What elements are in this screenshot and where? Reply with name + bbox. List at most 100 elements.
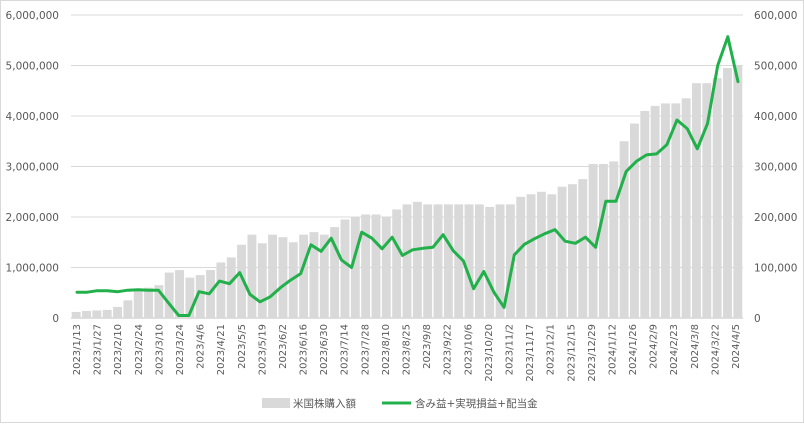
bar — [226, 257, 236, 318]
x-tick-label: 2023/6/2 — [278, 324, 289, 369]
bar — [71, 311, 81, 318]
bar — [185, 277, 195, 318]
x-tick-label: 2023/6/16 — [299, 324, 310, 375]
x-tick-label: 2024/4/5 — [731, 324, 742, 369]
bar — [536, 191, 546, 318]
bar — [102, 309, 112, 318]
bar — [412, 201, 422, 318]
bar — [516, 196, 526, 318]
bar — [650, 105, 660, 319]
bar — [309, 232, 319, 318]
bar — [692, 83, 701, 318]
x-tick-label: 2023/12/15 — [566, 324, 577, 382]
bar — [247, 234, 257, 318]
bar — [681, 98, 691, 318]
bar — [671, 103, 681, 318]
x-tick-label: 2023/8/25 — [402, 324, 413, 375]
right-axis: 0 100,000 200,000 300,000 400,000 500,000 600,… — [754, 10, 797, 325]
right-tick-label: 500,000 — [754, 61, 797, 73]
x-tick-label: 2023/12/1 — [546, 324, 557, 375]
bar — [433, 204, 443, 318]
x-tick-label: 2024/3/22 — [710, 324, 721, 375]
bar — [567, 184, 577, 318]
x-tick-label: 2024/3/8 — [690, 324, 701, 369]
bar — [619, 141, 629, 318]
x-tick-label: 2023/8/10 — [381, 324, 392, 375]
bar — [113, 306, 122, 318]
bar — [278, 237, 288, 318]
bar — [443, 204, 453, 318]
legend-bar-label: 米国株購入額 — [293, 397, 356, 410]
legend: 米国株購入額 含み益+実現損益+配当金 — [262, 397, 538, 410]
x-tick-label: 2024/1/12 — [607, 324, 618, 375]
right-tick-label: 300,000 — [754, 162, 797, 174]
bar — [92, 310, 102, 318]
bar — [381, 217, 391, 318]
x-tick-label: 2023/7/14 — [340, 324, 351, 375]
bar — [133, 290, 143, 318]
x-tick-label: 2023/2/10 — [113, 324, 124, 375]
bar — [630, 123, 639, 318]
bar — [164, 272, 174, 318]
x-tick-label: 2024/1/26 — [628, 324, 639, 375]
bar — [474, 204, 484, 318]
bar — [547, 194, 557, 318]
bar — [723, 68, 732, 319]
bar — [340, 219, 350, 318]
bar — [319, 234, 329, 318]
left-tick-label: 2,000,000 — [6, 212, 59, 224]
right-tick-label: 400,000 — [754, 111, 797, 123]
x-tick-label: 2023/4/21 — [216, 324, 227, 375]
x-tick-label: 2023/3/10 — [154, 324, 165, 375]
bar — [495, 204, 505, 318]
bar — [299, 234, 309, 318]
x-tick-label: 2024/2/23 — [669, 324, 680, 375]
left-tick-label: 5,000,000 — [6, 61, 59, 73]
bar — [144, 287, 153, 318]
x-tick-label: 2023/11/2 — [504, 324, 515, 375]
bar — [371, 214, 381, 318]
bar — [216, 262, 226, 318]
x-tick-label: 2024/2/9 — [649, 324, 660, 369]
x-tick-label: 2023/11/17 — [525, 324, 536, 382]
bar-series — [71, 65, 743, 319]
line-path — [75, 35, 740, 317]
bar — [402, 204, 412, 318]
bar — [702, 83, 712, 318]
bar — [661, 103, 670, 318]
right-tick-label: 0 — [754, 313, 761, 325]
bar — [640, 110, 650, 318]
x-tick-label: 2023/1/27 — [93, 324, 104, 375]
bar — [82, 310, 91, 318]
right-tick-label: 600,000 — [754, 10, 797, 22]
bar — [123, 300, 133, 318]
bar — [733, 65, 743, 318]
x-tick-label: 2023/9/22 — [443, 324, 454, 375]
line-series — [75, 35, 740, 317]
bar — [175, 270, 184, 318]
x-tick-label: 2023/10/20 — [484, 324, 495, 382]
bar — [588, 163, 598, 318]
x-tick-label: 2023/10/6 — [463, 324, 474, 375]
left-tick-label: 1,000,000 — [6, 263, 59, 275]
x-axis: 2023/1/13 2023/1/27 2023/2/10 2023/2/24 2023… — [72, 324, 742, 382]
x-tick-label: 2023/7/28 — [360, 324, 371, 375]
left-tick-label: 3,000,000 — [6, 162, 59, 174]
bar — [392, 209, 402, 318]
bar — [505, 204, 515, 318]
x-tick-label: 2023/2/24 — [134, 324, 145, 375]
bar — [485, 206, 495, 318]
bar — [712, 78, 722, 318]
bar — [464, 204, 474, 318]
bar — [578, 179, 588, 318]
bar — [195, 275, 205, 318]
legend-bar-swatch — [262, 398, 290, 408]
x-tick-label: 2023/9/8 — [422, 324, 433, 369]
x-tick-label: 2023/5/5 — [237, 324, 248, 369]
bar — [423, 204, 433, 318]
x-tick-label: 2023/3/24 — [175, 324, 186, 375]
bar — [454, 204, 464, 318]
right-tick-label: 100,000 — [754, 263, 797, 275]
